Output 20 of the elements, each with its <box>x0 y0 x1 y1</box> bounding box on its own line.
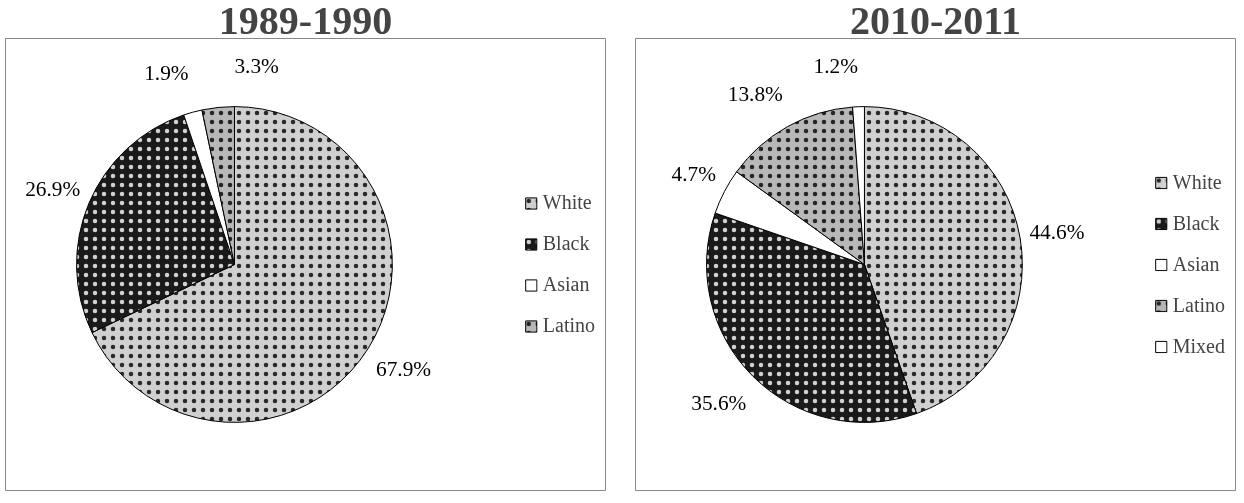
data-label: 1.2% <box>813 53 859 78</box>
data-label: 13.8% <box>727 82 784 107</box>
data-label: 4.7% <box>671 162 717 187</box>
data-label: 26.9% <box>25 176 81 201</box>
legend-label: Black <box>1172 211 1220 235</box>
legend-label: Black <box>542 232 590 255</box>
legend-label: Asian <box>542 273 590 296</box>
chart-title: 2010-2011 <box>849 0 1022 43</box>
data-label: 35.6% <box>691 390 747 415</box>
legend-label: Latino <box>542 314 595 337</box>
legend-label: Asian <box>1172 252 1220 276</box>
legend-label: Mixed <box>1172 334 1225 358</box>
data-label: 1.9% <box>144 60 189 85</box>
legend-label: White <box>1172 170 1222 194</box>
chart-title: 1989-1990 <box>218 0 393 43</box>
legend-label: White <box>542 191 592 214</box>
data-label: 44.6% <box>1029 219 1085 244</box>
data-label: 67.9% <box>376 356 432 381</box>
legend-label: Latino <box>1172 293 1225 317</box>
data-label: 3.3% <box>234 53 280 78</box>
